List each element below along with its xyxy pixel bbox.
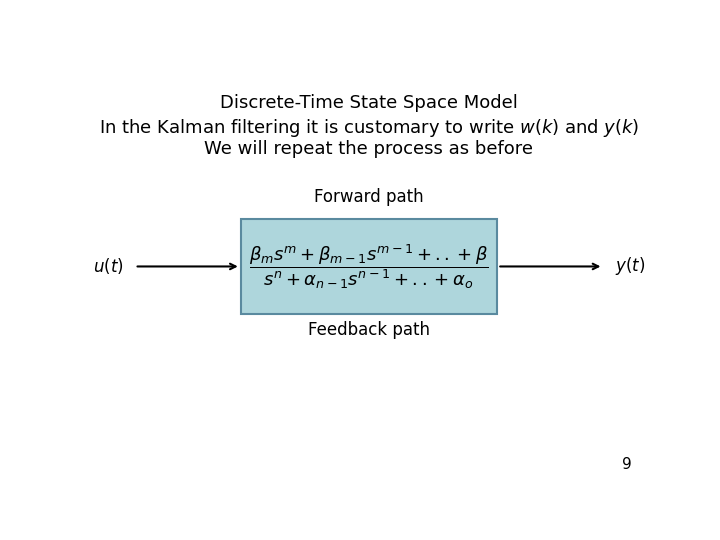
Text: $u(t)$: $u(t)$ — [93, 256, 124, 276]
Text: Feedback path: Feedback path — [308, 321, 430, 339]
Text: 9: 9 — [621, 457, 631, 472]
Text: $\dfrac{\beta_m s^m + \beta_{m-1} s^{m-1} +..+ \beta}{s^n + \alpha_{n-1} s^{n-1}: $\dfrac{\beta_m s^m + \beta_{m-1} s^{m-1… — [249, 242, 489, 291]
Text: Discrete-Time State Space Model: Discrete-Time State Space Model — [220, 94, 518, 112]
Text: We will repeat the process as before: We will repeat the process as before — [204, 140, 534, 158]
FancyBboxPatch shape — [240, 219, 498, 314]
Text: $y(t)$: $y(t)$ — [615, 255, 645, 278]
Text: Forward path: Forward path — [314, 188, 424, 206]
Text: In the Kalman filtering it is customary to write $w(k)$ and $y(k)$: In the Kalman filtering it is customary … — [99, 117, 639, 139]
